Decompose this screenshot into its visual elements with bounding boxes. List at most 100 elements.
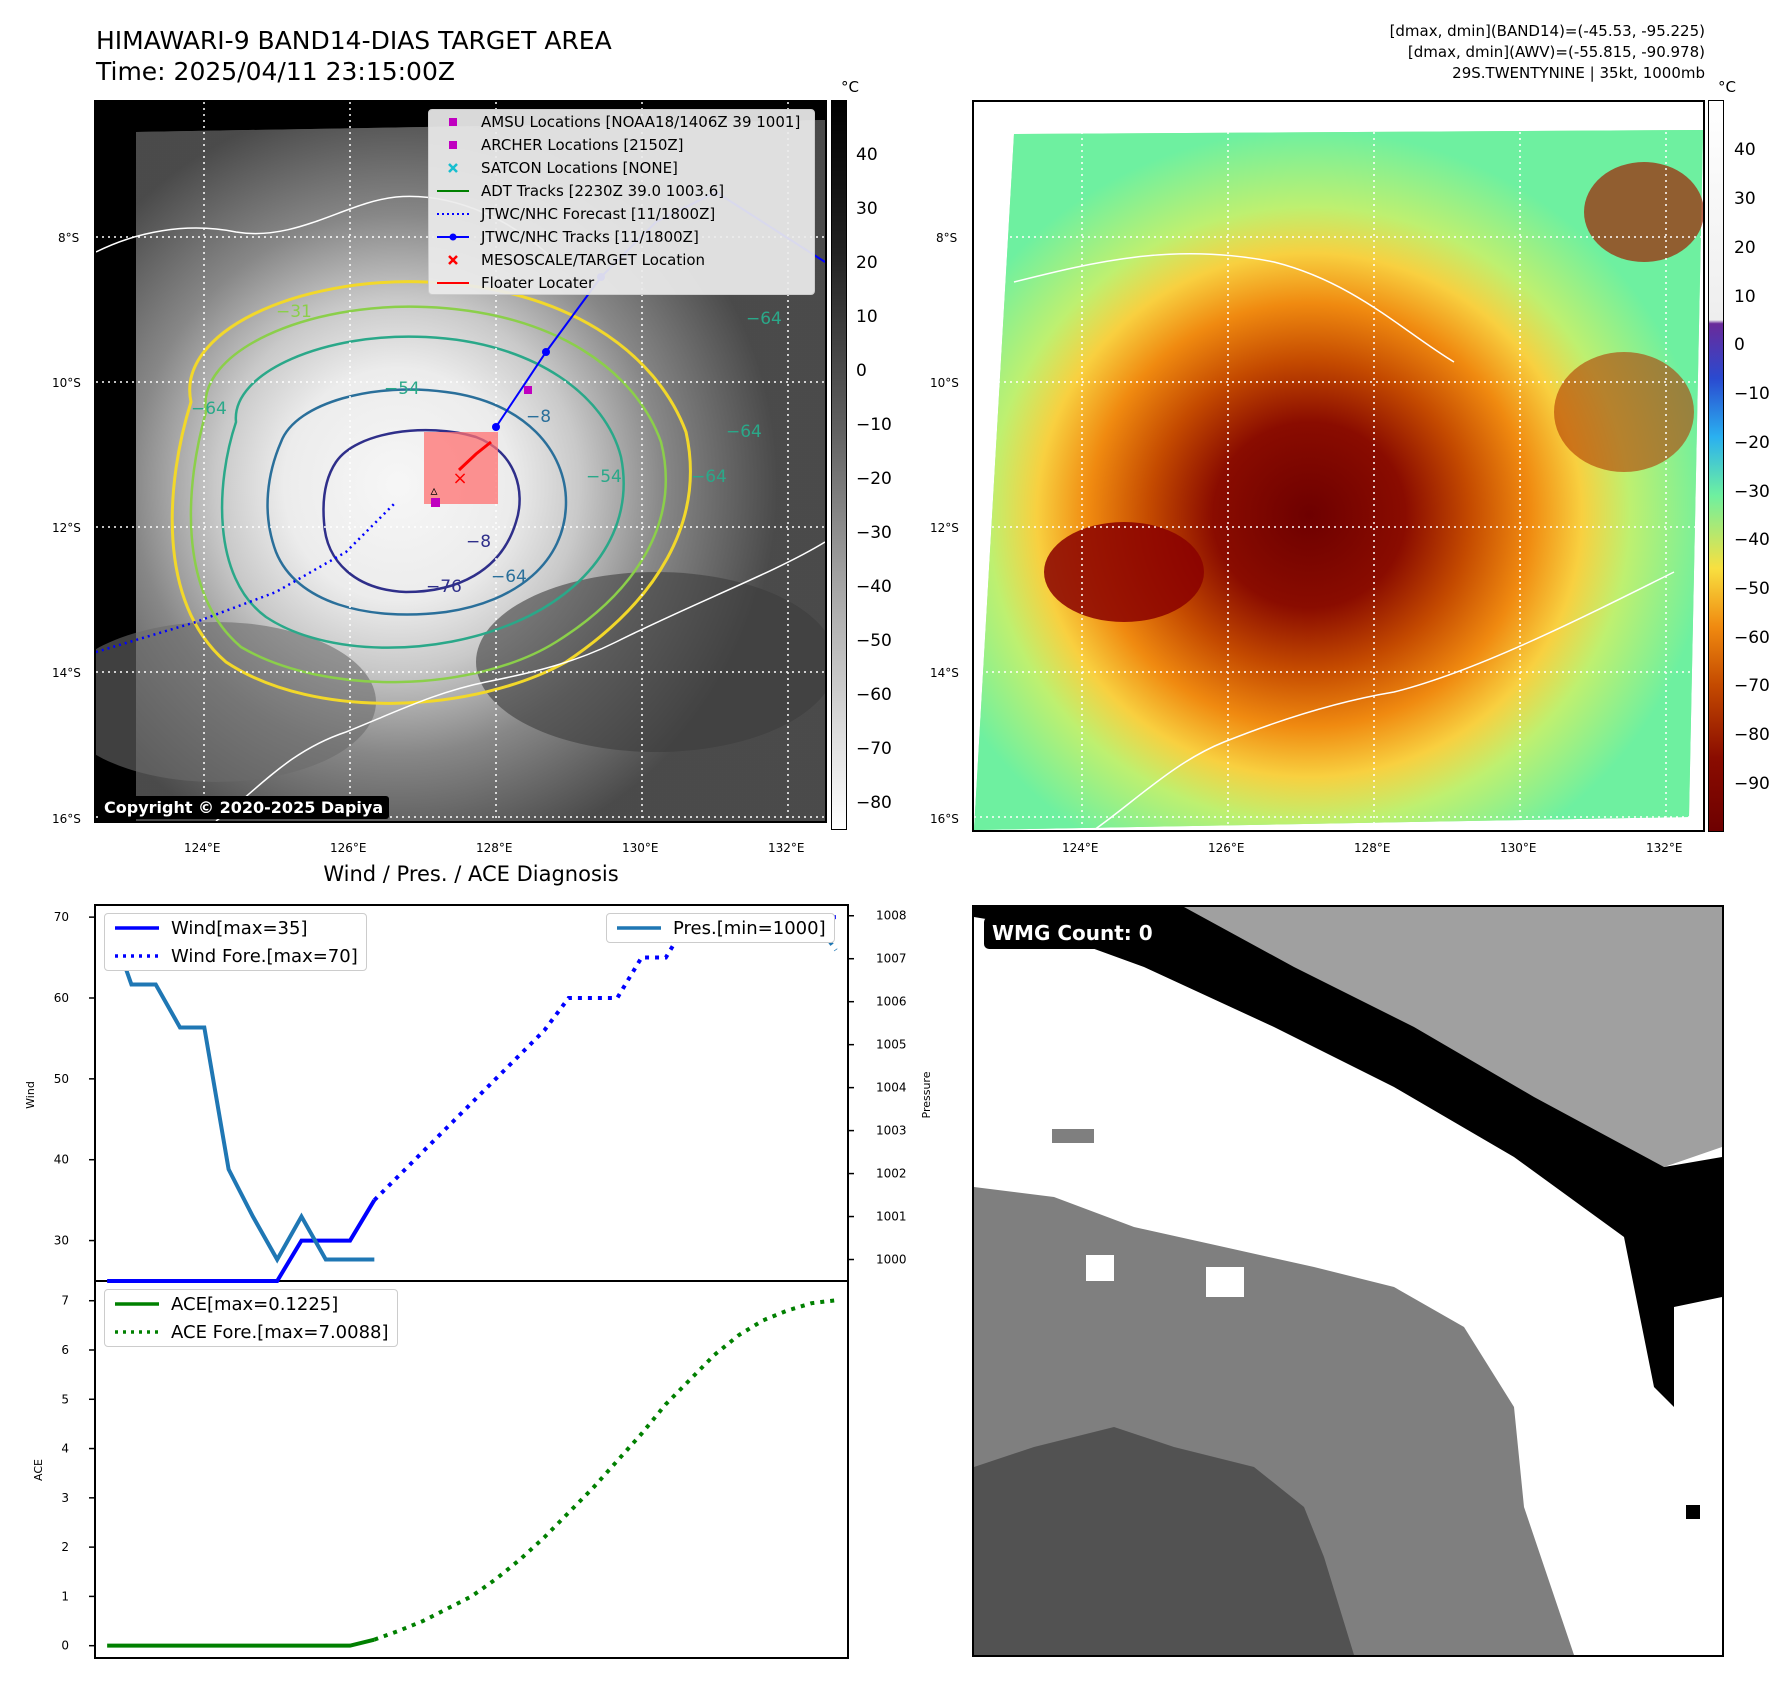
lon-label: 124°E <box>1062 841 1099 855</box>
legend-label: ARCHER Locations [2150Z] <box>481 135 684 154</box>
wind-tick-label: 30 <box>54 1234 69 1248</box>
floater-locater-line <box>457 440 492 472</box>
legend-item-archer: ARCHER Locations [2150Z] <box>429 133 814 156</box>
stats-storm-info: 29S.TWENTYNINE | 35kt, 1000mb <box>1452 64 1705 82</box>
wind-tick-label: 70 <box>54 910 69 924</box>
awv-colorbar <box>1708 100 1724 832</box>
dotted-line-icon <box>115 1330 159 1334</box>
center-triangle-marker: ▵ <box>430 483 437 499</box>
legend-label: AMSU Locations [NOAA18/1406Z 39 1001] <box>481 112 801 131</box>
pressure-tick-label: 1003 <box>876 1124 907 1138</box>
figure-title-line2: Time: 2025/04/11 23:15:00Z <box>96 57 455 86</box>
colorbar-tick: −60 <box>856 685 892 705</box>
solid-line-icon <box>115 926 159 930</box>
colorbar-tick: −50 <box>856 631 892 651</box>
legend-item-pressure: Pres.[min=1000] <box>607 914 834 942</box>
lon-label: 126°E <box>330 841 367 855</box>
legend-label: Wind Fore.[max=70] <box>171 945 358 967</box>
lat-label: 14°S <box>930 666 959 680</box>
line-dot-icon <box>437 233 469 240</box>
pressure-tick-label: 1004 <box>876 1081 907 1095</box>
figure-title-line1: HIMAWARI-9 BAND14-DIAS TARGET AREA <box>96 26 612 55</box>
stats-band14: [dmax, dmin](BAND14)=(-45.53, -95.225) <box>1389 22 1705 40</box>
target-location-marker: × <box>452 468 467 489</box>
ace-tick-label: 1 <box>61 1589 69 1603</box>
colorbar-tick: −70 <box>1734 676 1770 696</box>
colorbar-tick: −90 <box>1734 774 1770 794</box>
legend-item-ace: ACE[max=0.1225] <box>105 1290 397 1318</box>
lon-label: 124°E <box>184 841 221 855</box>
wind-tick-label: 50 <box>54 1072 69 1086</box>
solid-line-icon <box>115 1302 159 1306</box>
colorbar-tick: −30 <box>856 523 892 543</box>
legend-item-jtwc-tracks: JTWC/NHC Tracks [11/1800Z] <box>429 225 814 248</box>
pressure-tick-label: 1001 <box>876 1210 907 1224</box>
ir-map-panel: × ▵ −31 −54 −64 −64 −64 −64 −76 −8 −8 −6… <box>94 100 827 823</box>
awv-graticule <box>974 102 1703 830</box>
lon-label: 128°E <box>476 841 513 855</box>
legend-label: SATCON Locations [NONE] <box>481 158 678 177</box>
amsu-location-marker <box>431 498 440 507</box>
ace-tick-label: 0 <box>61 1639 69 1653</box>
ace-plot-frame <box>94 1280 849 1659</box>
wind-axis-label: Wind <box>24 1081 37 1109</box>
legend-label: JTWC/NHC Forecast [11/1800Z] <box>481 204 716 223</box>
x-marker-icon <box>448 254 458 265</box>
lon-label: 132°E <box>768 841 805 855</box>
awv-map-panel <box>972 100 1705 832</box>
colorbar-tick: 20 <box>856 253 878 273</box>
contour-label: −54 <box>384 379 420 399</box>
ace-legend: ACE[max=0.1225] ACE Fore.[max=7.0088] <box>104 1289 398 1347</box>
colorbar-tick: 30 <box>856 199 878 219</box>
colorbar-tick: −80 <box>856 793 892 813</box>
colorbar-tick: −10 <box>1734 384 1770 404</box>
pressure-y-ticks: 1000 1001 1002 1003 1004 1005 1006 1007 1008 <box>848 909 907 1267</box>
ir-colorbar-unit: °C <box>841 78 859 96</box>
wind-legend: Wind[max=35] Wind Fore.[max=70] <box>104 913 367 971</box>
lon-label: 130°E <box>1500 841 1537 855</box>
wind-y-ticks: 30 40 50 60 70 <box>54 910 95 1248</box>
wmg-region-black <box>974 907 1722 1407</box>
lat-label: 16°S <box>52 812 81 826</box>
colorbar-tick: −10 <box>856 415 892 435</box>
lat-label: 12°S <box>52 521 81 535</box>
lat-label: 10°S <box>52 376 81 390</box>
contour-label: −76 <box>426 577 462 597</box>
colorbar-tick: 10 <box>856 307 878 327</box>
archer-location-marker <box>524 386 532 394</box>
x-marker-icon <box>448 162 458 173</box>
legend-label: Pres.[min=1000] <box>673 917 826 939</box>
pressure-legend: Pres.[min=1000] <box>606 913 835 943</box>
legend-item-floater: Floater Locater <box>429 271 814 294</box>
square-marker-icon <box>449 117 457 126</box>
colorbar-tick: −60 <box>1734 628 1770 648</box>
contour-navy <box>322 428 521 594</box>
colorbar-tick: −40 <box>856 577 892 597</box>
ace-y-ticks: 0 1 2 3 4 5 6 7 <box>61 1294 95 1653</box>
wmg-count-label: WMG Count: 0 <box>984 917 1161 949</box>
legend-label: ADT Tracks [2230Z 39.0 1003.6] <box>481 181 725 200</box>
legend-item-adt: ADT Tracks [2230Z 39.0 1003.6] <box>429 179 814 202</box>
pressure-tick-label: 1002 <box>876 1167 907 1181</box>
contour-label: −64 <box>746 309 782 329</box>
ace-tick-label: 4 <box>61 1442 69 1456</box>
colorbar-tick: −20 <box>1734 433 1770 453</box>
legend-item-amsu: AMSU Locations [NOAA18/1406Z 39 1001] <box>429 110 814 133</box>
lat-label: 16°S <box>930 812 959 826</box>
wind-series-line-2 <box>105 915 375 1264</box>
colorbar-tick: −50 <box>1734 579 1770 599</box>
lon-label: 128°E <box>1354 841 1391 855</box>
wind-series-line-0 <box>107 1199 377 1283</box>
contour-label: −8 <box>466 532 491 552</box>
ir-legend: AMSU Locations [NOAA18/1406Z 39 1001] AR… <box>428 109 815 295</box>
legend-label: ACE[max=0.1225] <box>171 1293 339 1315</box>
line-icon <box>437 281 469 284</box>
contour-label: −31 <box>276 302 312 322</box>
contour-label: −64 <box>491 567 527 587</box>
colorbar-tick: −20 <box>856 469 892 489</box>
lat-label: 14°S <box>52 666 81 680</box>
ace-series-line-0 <box>107 1637 375 1648</box>
contour-yellow <box>170 280 692 705</box>
pressure-tick-label: 1005 <box>876 1038 907 1052</box>
